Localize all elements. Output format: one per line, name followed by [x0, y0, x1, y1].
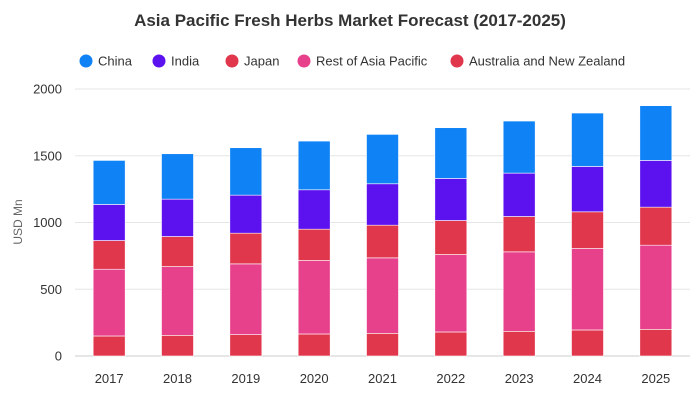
legend-item[interactable]: India — [152, 54, 200, 69]
bar-segment[interactable] — [639, 105, 673, 161]
bar-segment[interactable] — [297, 333, 331, 357]
bar-segment[interactable] — [502, 251, 536, 332]
legend-label: Rest of Asia Pacific — [316, 54, 428, 69]
bar-segment[interactable] — [639, 328, 673, 357]
bar-segment[interactable] — [161, 236, 194, 267]
legend-swatch — [225, 54, 239, 68]
legend-label: China — [98, 54, 133, 69]
bar-segment[interactable] — [92, 268, 126, 337]
bar-segment[interactable] — [434, 220, 468, 255]
bar-segment[interactable] — [502, 331, 536, 357]
bar-segment[interactable] — [639, 206, 673, 246]
bar-segment[interactable] — [229, 232, 263, 265]
bar-segment[interactable] — [229, 334, 263, 357]
bar-segment[interactable] — [92, 204, 126, 241]
y-tick-label: 0 — [55, 349, 62, 364]
bar-segment[interactable] — [434, 331, 468, 357]
y-axis-label: USD Mn — [11, 199, 25, 244]
bar-segment[interactable] — [571, 329, 604, 357]
bar-segment[interactable] — [434, 127, 468, 179]
bar-segment[interactable] — [161, 335, 194, 357]
bar-segment[interactable] — [161, 266, 194, 336]
legend-swatch — [152, 54, 166, 68]
legend-label: India — [171, 54, 200, 69]
legend-swatch — [79, 54, 93, 68]
chart-title: Asia Pacific Fresh Herbs Market Forecast… — [134, 11, 566, 30]
legend-label: Australia and New Zealand — [469, 54, 625, 69]
x-tick-label: 2018 — [163, 371, 192, 386]
bar-segment[interactable] — [229, 263, 263, 335]
bar-segment[interactable] — [92, 335, 126, 357]
bar-segment[interactable] — [229, 147, 263, 196]
bar-segment[interactable] — [571, 112, 604, 167]
y-axis: 0 500 1000 1500 2000 — [33, 82, 62, 364]
bar-segment[interactable] — [297, 260, 331, 335]
legend-swatch — [450, 54, 464, 68]
x-tick-label: 2017 — [95, 371, 124, 386]
bar-segment[interactable] — [366, 183, 399, 226]
bar-segment[interactable] — [639, 160, 673, 208]
x-tick-label: 2019 — [231, 371, 260, 386]
legend-label: Japan — [244, 54, 279, 69]
y-tick-label: 500 — [40, 282, 62, 297]
bar-segment[interactable] — [366, 134, 399, 185]
legend-item[interactable]: China — [79, 54, 133, 69]
bar-segment[interactable] — [639, 244, 673, 330]
bar-segment[interactable] — [366, 224, 399, 259]
bar-segment[interactable] — [502, 172, 536, 217]
bar-segment[interactable] — [92, 240, 126, 270]
legend-item[interactable]: Japan — [225, 54, 280, 69]
bar-segment[interactable] — [571, 166, 604, 213]
bar-segment[interactable] — [366, 257, 399, 334]
bar-segment[interactable] — [366, 333, 399, 357]
legend: China India Japan Rest of Asia Pacific Austr… — [79, 54, 626, 69]
x-tick-label: 2020 — [300, 371, 329, 386]
x-tick-label: 2022 — [436, 371, 465, 386]
bar-segment[interactable] — [434, 178, 468, 221]
x-tick-label: 2021 — [368, 371, 397, 386]
x-tick-label: 2024 — [573, 371, 602, 386]
x-tick-label: 2023 — [505, 371, 534, 386]
legend-swatch — [297, 54, 311, 68]
bar-segment[interactable] — [297, 140, 331, 191]
bar-segment[interactable] — [297, 228, 331, 261]
bar-segment[interactable] — [92, 160, 126, 205]
y-tick-label: 2000 — [33, 82, 62, 97]
bar-segment[interactable] — [571, 211, 604, 249]
bars — [92, 105, 673, 357]
bar-segment[interactable] — [502, 120, 536, 174]
legend-item[interactable]: Australia and New Zealand — [450, 54, 626, 69]
x-axis: 2017 2018 2019 2020 2021 2022 2023 2024 2025 — [95, 371, 671, 386]
y-tick-label: 1500 — [33, 148, 62, 163]
bar-segment[interactable] — [502, 216, 536, 253]
legend-item[interactable]: Rest of Asia Pacific — [297, 54, 428, 69]
bar-segment[interactable] — [434, 254, 468, 333]
bar-segment[interactable] — [229, 194, 263, 234]
bar-segment[interactable] — [161, 153, 194, 200]
x-tick-label: 2025 — [641, 371, 670, 386]
y-tick-label: 1000 — [33, 215, 62, 230]
bar-segment[interactable] — [571, 248, 604, 331]
bar-segment[interactable] — [161, 198, 194, 237]
bar-segment[interactable] — [297, 189, 331, 230]
